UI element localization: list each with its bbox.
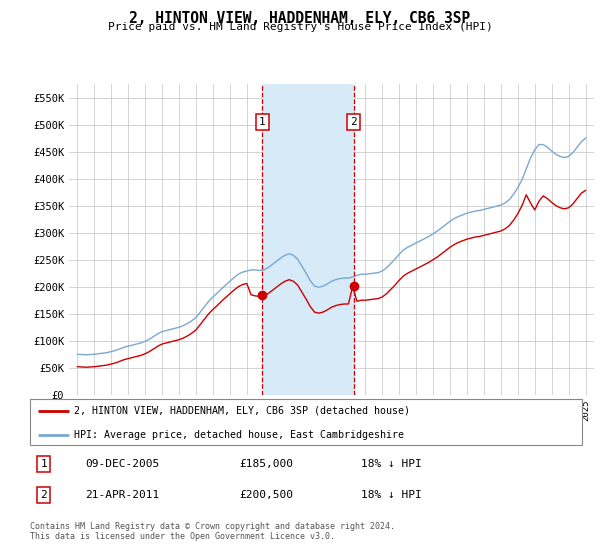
Text: 21-APR-2011: 21-APR-2011 — [85, 490, 160, 500]
Text: 2, HINTON VIEW, HADDENHAM, ELY, CB6 3SP (detached house): 2, HINTON VIEW, HADDENHAM, ELY, CB6 3SP … — [74, 406, 410, 416]
Text: £200,500: £200,500 — [240, 490, 294, 500]
FancyBboxPatch shape — [30, 399, 582, 445]
Text: 2: 2 — [350, 117, 357, 127]
Text: 1: 1 — [259, 117, 266, 127]
Text: 18% ↓ HPI: 18% ↓ HPI — [361, 490, 422, 500]
Text: 2: 2 — [40, 490, 47, 500]
Text: 2, HINTON VIEW, HADDENHAM, ELY, CB6 3SP: 2, HINTON VIEW, HADDENHAM, ELY, CB6 3SP — [130, 11, 470, 26]
Text: Price paid vs. HM Land Registry's House Price Index (HPI): Price paid vs. HM Land Registry's House … — [107, 22, 493, 32]
Text: HPI: Average price, detached house, East Cambridgeshire: HPI: Average price, detached house, East… — [74, 430, 404, 440]
Text: 1: 1 — [40, 459, 47, 469]
Text: 18% ↓ HPI: 18% ↓ HPI — [361, 459, 422, 469]
Text: Contains HM Land Registry data © Crown copyright and database right 2024.
This d: Contains HM Land Registry data © Crown c… — [30, 522, 395, 542]
Bar — [262, 84, 353, 395]
Text: £185,000: £185,000 — [240, 459, 294, 469]
Text: 09-DEC-2005: 09-DEC-2005 — [85, 459, 160, 469]
